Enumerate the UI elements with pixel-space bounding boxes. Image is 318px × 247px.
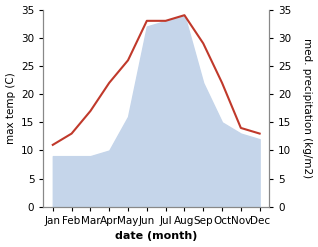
Y-axis label: med. precipitation (kg/m2): med. precipitation (kg/m2): [302, 38, 313, 178]
Y-axis label: max temp (C): max temp (C): [5, 72, 16, 144]
X-axis label: date (month): date (month): [115, 231, 197, 242]
